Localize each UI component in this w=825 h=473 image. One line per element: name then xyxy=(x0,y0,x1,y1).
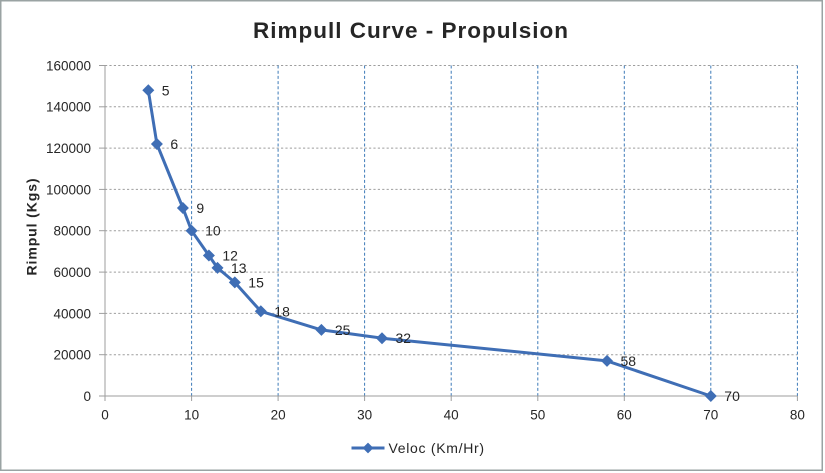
svg-text:Rimpul (Kgs): Rimpul (Kgs) xyxy=(24,178,40,276)
svg-text:20000: 20000 xyxy=(53,348,91,363)
svg-text:0: 0 xyxy=(101,408,109,423)
svg-text:18: 18 xyxy=(274,303,290,319)
svg-text:50: 50 xyxy=(530,408,545,423)
svg-text:13: 13 xyxy=(231,260,247,276)
svg-text:60000: 60000 xyxy=(53,265,91,280)
svg-text:140000: 140000 xyxy=(46,100,91,115)
svg-text:12: 12 xyxy=(222,248,238,264)
svg-text:60: 60 xyxy=(617,408,632,423)
svg-text:Rimpull Curve - Propulsion: Rimpull Curve - Propulsion xyxy=(253,18,569,43)
svg-text:5: 5 xyxy=(162,82,170,98)
svg-text:70: 70 xyxy=(724,388,740,404)
svg-text:120000: 120000 xyxy=(46,141,91,156)
svg-text:15: 15 xyxy=(248,274,264,290)
svg-text:20: 20 xyxy=(271,408,286,423)
svg-text:58: 58 xyxy=(621,353,637,369)
svg-text:160000: 160000 xyxy=(46,58,91,73)
svg-text:30: 30 xyxy=(357,408,372,423)
svg-text:80: 80 xyxy=(790,408,805,423)
svg-text:10: 10 xyxy=(205,223,221,239)
svg-text:Veloc (Km/Hr): Veloc (Km/Hr) xyxy=(389,440,485,456)
svg-text:70: 70 xyxy=(703,408,718,423)
svg-text:9: 9 xyxy=(196,200,204,216)
svg-text:40: 40 xyxy=(444,408,459,423)
svg-text:6: 6 xyxy=(170,136,178,152)
svg-text:40000: 40000 xyxy=(53,306,91,321)
svg-text:100000: 100000 xyxy=(46,182,91,197)
svg-text:80000: 80000 xyxy=(53,224,91,239)
svg-text:32: 32 xyxy=(396,330,412,346)
svg-text:25: 25 xyxy=(335,322,351,338)
svg-text:0: 0 xyxy=(83,389,91,404)
svg-text:10: 10 xyxy=(184,408,199,423)
